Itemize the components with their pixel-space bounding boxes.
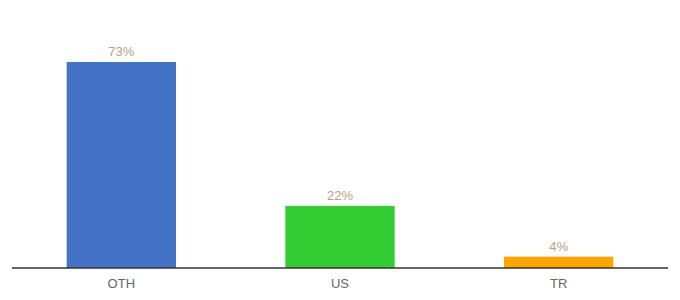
bar <box>285 206 394 268</box>
bar <box>67 62 176 268</box>
chart-svg: 73% 22% 4% OTH US TR <box>0 0 680 300</box>
data-label: 4% <box>549 239 568 254</box>
chart-container: 73% 22% 4% OTH US TR <box>0 0 680 300</box>
bar <box>504 257 613 268</box>
x-tick-labels: OTH US TR <box>108 276 568 291</box>
x-tick-label: TR <box>550 276 567 291</box>
bars <box>67 62 614 268</box>
data-labels: 73% 22% 4% <box>108 44 568 254</box>
data-label: 73% <box>108 44 134 59</box>
x-axis-line <box>12 267 668 269</box>
data-label: 22% <box>327 188 353 203</box>
x-tick-label: US <box>331 276 349 291</box>
x-tick-label: OTH <box>108 276 135 291</box>
